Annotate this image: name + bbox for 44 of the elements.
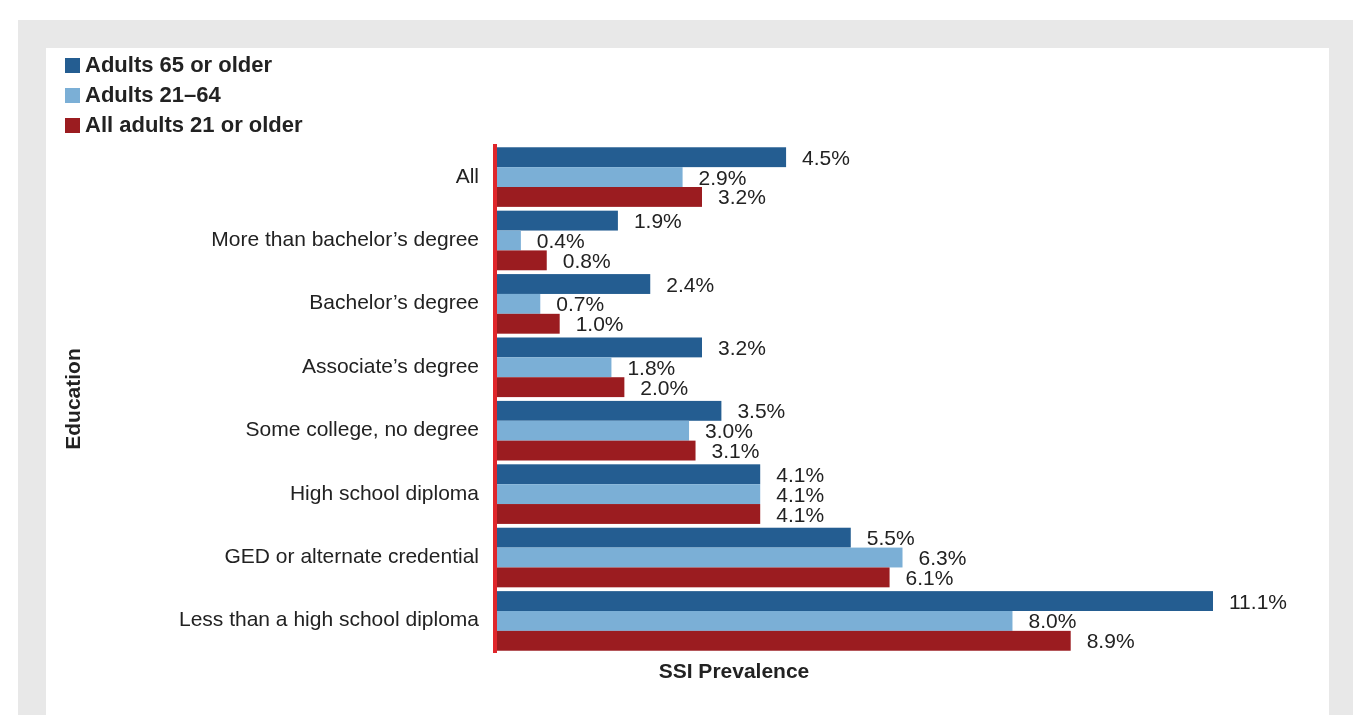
bar <box>495 210 618 231</box>
bar <box>495 147 787 168</box>
bar <box>495 250 547 271</box>
bar <box>495 357 612 378</box>
bar <box>495 400 722 421</box>
data-label: 3.2% <box>717 335 766 359</box>
y-tick-label: More than bachelor’s degree <box>211 227 479 251</box>
bar <box>495 313 560 334</box>
bar <box>495 527 851 548</box>
legend-label: All adults 21 or older <box>85 111 304 137</box>
bar <box>495 547 903 568</box>
y-tick-label: Less than a high school diploma <box>178 607 480 631</box>
y-axis-title: Education <box>61 348 84 450</box>
y-tick-label: High school diploma <box>289 480 480 504</box>
bar <box>495 274 651 294</box>
bar <box>495 337 702 358</box>
y-tick-label: All <box>455 163 479 187</box>
bar <box>495 167 683 187</box>
bar <box>495 187 702 207</box>
y-tick-label: Associate’s degree <box>301 353 479 377</box>
bar <box>495 611 1013 631</box>
y-tick-label: Bachelor’s degree <box>309 290 479 314</box>
bar <box>495 484 761 505</box>
bar <box>495 293 541 314</box>
bar <box>495 504 761 524</box>
legend-label: Adults 65 or older <box>85 51 273 77</box>
bar <box>495 377 625 398</box>
bar <box>495 591 1213 611</box>
bar <box>495 567 890 588</box>
data-label: 8.9% <box>1086 629 1135 653</box>
y-tick-label: Some college, no degree <box>245 417 479 441</box>
bar <box>495 440 696 461</box>
data-label: 4.5% <box>802 145 850 169</box>
data-label: 8.0% <box>1028 609 1077 633</box>
y-tick-label: GED or alternate credential <box>224 544 479 568</box>
x-axis-title: SSI Prevalence <box>658 659 810 682</box>
data-label: 1.9% <box>633 209 682 233</box>
bar <box>495 464 761 485</box>
legend-label: Adults 21–64 <box>85 81 222 107</box>
data-label: 11.1% <box>1229 589 1287 613</box>
bar <box>495 630 1071 651</box>
data-label: 2.4% <box>666 272 715 296</box>
data-label: 5.5% <box>866 526 915 550</box>
bar <box>495 420 690 441</box>
